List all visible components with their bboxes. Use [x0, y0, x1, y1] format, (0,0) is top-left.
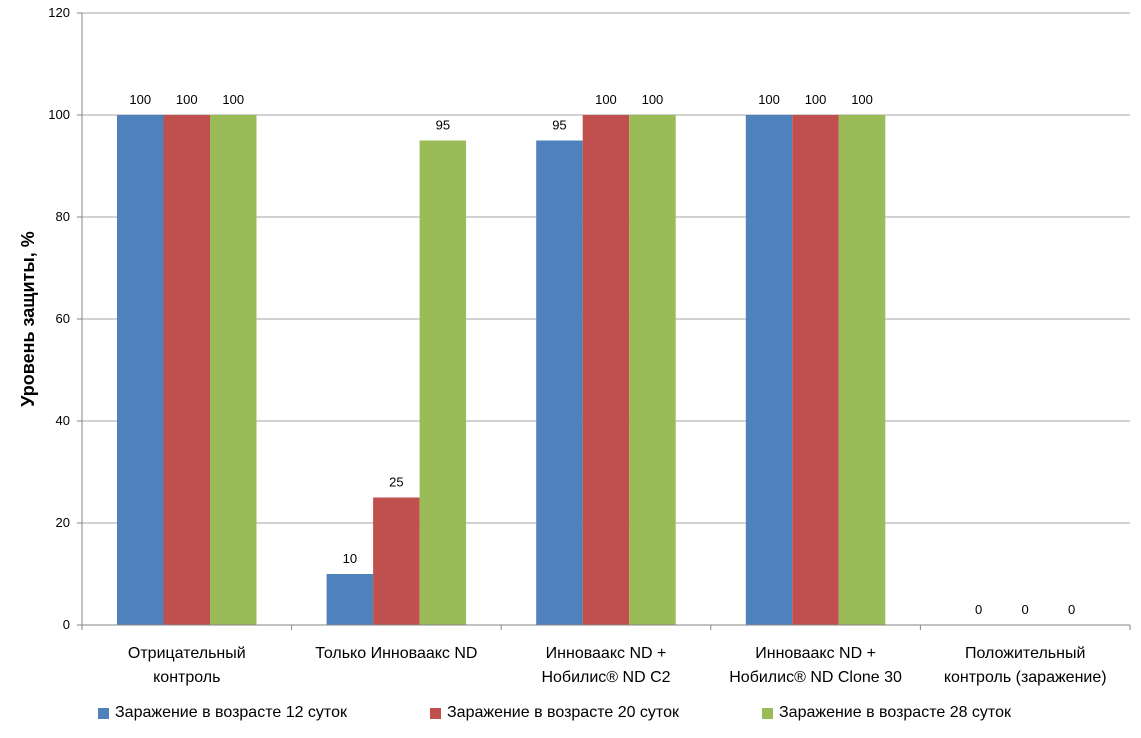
- category-label: контроль (заражение): [944, 669, 1107, 686]
- data-label: 100: [642, 92, 664, 107]
- category-label: Положительный: [965, 645, 1085, 662]
- category-label: Только Инноваакс ND: [315, 645, 477, 662]
- bar: [163, 115, 210, 625]
- data-label: 0: [1068, 602, 1075, 617]
- data-label: 25: [389, 475, 403, 490]
- legend-swatch-20: [430, 707, 441, 719]
- y-tick-label: 40: [56, 413, 70, 428]
- bar: [536, 140, 583, 625]
- bar-chart: 100 10 95 100 0 100 25 100 100 0 100 95 100 100 0 0 20 4…: [18, 5, 1131, 686]
- bar: [117, 115, 164, 625]
- bar: [373, 497, 420, 625]
- legend-item-12: Заражение в возрасте 12 суток: [98, 704, 347, 722]
- data-label: 100: [176, 92, 198, 107]
- data-label: 100: [222, 92, 244, 107]
- legend-swatch-28: [762, 707, 773, 719]
- bar: [582, 115, 630, 625]
- bar: [629, 115, 676, 625]
- category-label: контроль: [153, 669, 220, 686]
- legend: Заражение в возрасте 12 суток Заражение …: [0, 704, 1141, 728]
- category-label: Отрицательный: [128, 645, 246, 662]
- legend-item-20: Заражение в возрасте 20 суток: [430, 704, 679, 722]
- data-label: 0: [975, 602, 982, 617]
- data-label: 95: [552, 118, 566, 133]
- legend-label-28: Заражение в возрасте 28 суток: [779, 704, 1011, 721]
- y-tick-label: 80: [56, 209, 70, 224]
- data-label: 100: [805, 92, 827, 107]
- data-label: 100: [595, 92, 617, 107]
- category-label: Нобилис® ND Clone 30: [729, 669, 902, 686]
- legend-item-28: Заражение в возрасте 28 суток: [762, 704, 1011, 722]
- data-label: 95: [436, 118, 450, 133]
- data-label: 10: [343, 551, 357, 566]
- bar: [210, 115, 257, 625]
- category-label: Инноваакс ND +: [546, 645, 667, 662]
- bar: [419, 140, 467, 625]
- data-label: 100: [129, 92, 151, 107]
- category-label: Инноваакс ND +: [755, 645, 876, 662]
- y-tick-label: 0: [63, 617, 70, 632]
- data-label: 100: [851, 92, 873, 107]
- bars: [117, 115, 886, 625]
- y-axis-title: Уровень защиты, %: [18, 231, 38, 406]
- data-label: 100: [758, 92, 780, 107]
- legend-label-20: Заражение в возрасте 20 суток: [447, 704, 679, 721]
- category-label: Нобилис® ND C2: [541, 669, 670, 686]
- bar: [792, 115, 839, 625]
- legend-swatch-12: [98, 707, 109, 719]
- bar: [745, 115, 793, 625]
- data-labels: 100 10 95 100 0 100 25 100 100 0 100 95 100 100 0: [129, 92, 1075, 617]
- bar: [838, 115, 886, 625]
- y-tick-label: 120: [48, 5, 70, 20]
- y-tick-label: 60: [56, 311, 70, 326]
- axes: 020406080100120ОтрицательныйконтрольТоль…: [48, 5, 1131, 686]
- y-tick-label: 20: [56, 515, 70, 530]
- y-tick-label: 100: [48, 107, 70, 122]
- legend-label-12: Заражение в возрасте 12 суток: [115, 704, 347, 721]
- data-label: 0: [1022, 602, 1029, 617]
- bar: [326, 574, 374, 625]
